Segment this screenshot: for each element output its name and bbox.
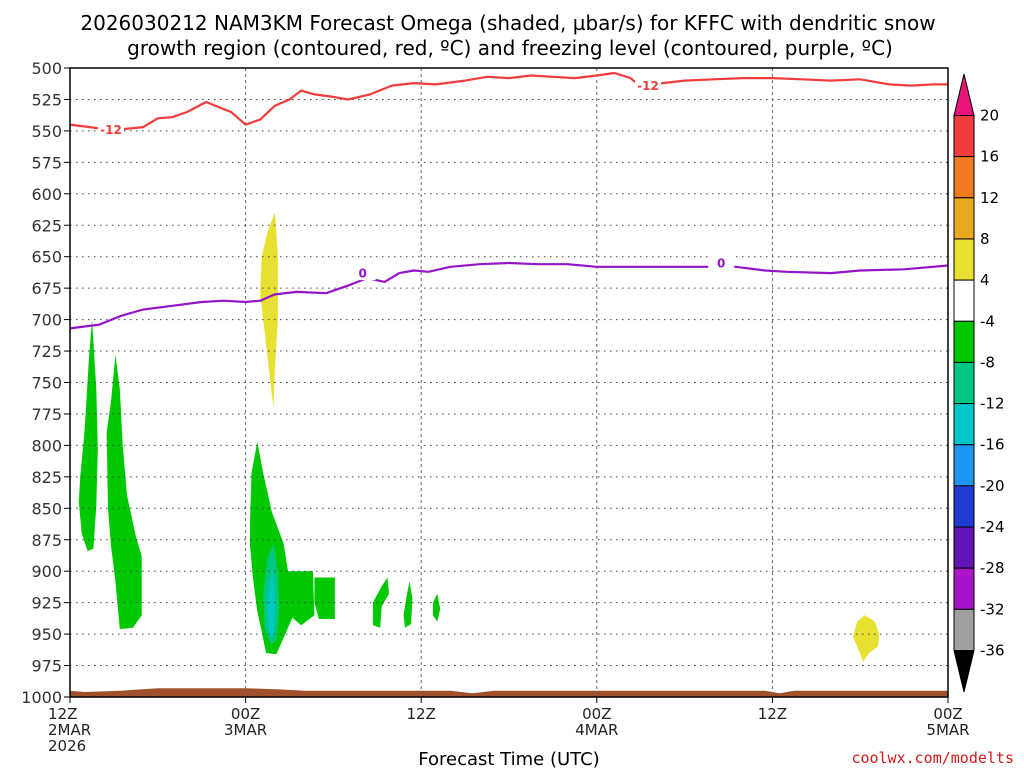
- ytick-label-625: 625: [31, 216, 62, 235]
- ytick-label-975: 975: [31, 657, 62, 676]
- colorbar-segment-9: [953, 444, 975, 487]
- ytick-label-925: 925: [31, 594, 62, 613]
- ytick-label-700: 700: [31, 311, 62, 330]
- omega-region-6: [432, 593, 441, 622]
- colorbar-label-13: -36: [980, 642, 1005, 660]
- ytick-label-675: 675: [31, 279, 62, 298]
- contour-label-bg-1-0: [349, 266, 376, 281]
- y-axis: 500 525 550 575 600 625 650 675 700 725 750 775 800 8…: [21, 59, 70, 707]
- credit-text: coolwx.com/modelts: [851, 749, 1014, 767]
- colorbar-segment-3: [953, 197, 975, 240]
- colorbar-label-12: -32: [980, 600, 1005, 618]
- colorbar-segment-10: [953, 485, 975, 528]
- colorbar-segment-1: [953, 115, 975, 158]
- ytick-label-600: 600: [31, 185, 62, 204]
- contour-label-1-0: 0: [358, 267, 366, 281]
- contour-layer: -12 -12 0 0: [69, 71, 949, 330]
- colorbar-segment-5: [953, 279, 975, 322]
- contour-label-0-0: -12: [100, 123, 122, 137]
- colorbar-segment-2: [953, 156, 975, 199]
- xtick-label-0-0: 12Z: [48, 705, 77, 723]
- chart-title-line2: growth region (contoured, red, ºC) and f…: [127, 36, 893, 60]
- ytick-label-1000: 1000: [21, 688, 62, 707]
- omega-region-4: [372, 577, 389, 628]
- xtick-label-48-0: 12Z: [758, 705, 787, 723]
- colorbar-label-3: 8: [980, 230, 990, 248]
- colorbar-label-0: 20: [980, 107, 999, 125]
- omega-region-9: [260, 212, 278, 408]
- xtick-label-12-0: 00Z: [231, 705, 260, 723]
- xtick-label-60-1: 5MAR: [926, 721, 969, 739]
- omega-region-5: [403, 581, 413, 628]
- ytick-label-950: 950: [31, 625, 62, 644]
- terrain-layer: [70, 688, 948, 697]
- chart-title-line1: 2026030212 NAM3KM Forecast Omega (shaded…: [80, 11, 935, 35]
- colorbar-segment-12: [953, 567, 975, 610]
- contour-line-0: [69, 71, 948, 131]
- colorbar-segment-13: [953, 608, 975, 651]
- ytick-label-850: 850: [31, 499, 62, 518]
- ytick-label-575: 575: [31, 153, 62, 172]
- contour-line-1: [69, 261, 949, 330]
- contour-label-0-1: -12: [637, 79, 659, 93]
- contour-label-bg-1-1: [708, 255, 735, 270]
- ytick-label-875: 875: [31, 531, 62, 550]
- grid-layer: [70, 68, 948, 697]
- xtick-label-36-0: 00Z: [582, 705, 611, 723]
- colorbar: 20 16 12 8 4 -4 -8 -12 -16 -20 -24 -28 -32 -36: [953, 73, 1005, 693]
- colorbar-label-4: 4: [980, 271, 990, 289]
- ytick-label-500: 500: [31, 59, 62, 78]
- colorbar-label-6: -8: [980, 353, 995, 371]
- ytick-label-775: 775: [31, 405, 62, 424]
- omega-region-1: [106, 354, 142, 630]
- xtick-label-0-2: 2026: [48, 737, 86, 755]
- colorbar-label-9: -20: [980, 477, 1005, 495]
- ytick-label-725: 725: [31, 342, 62, 361]
- contour-label-1-1: 0: [717, 256, 725, 270]
- colorbar-segment-4: [953, 238, 975, 281]
- omega-region-8: [267, 573, 275, 637]
- colorbar-label-10: -24: [980, 518, 1005, 536]
- omega-shading-layer: [78, 212, 880, 662]
- colorbar-segment-8: [953, 403, 975, 446]
- colorbar-label-7: -12: [980, 395, 1005, 413]
- colorbar-segment-11: [953, 526, 975, 569]
- colorbar-segment-6: [953, 320, 975, 363]
- omega-region-10: [852, 615, 880, 662]
- ytick-label-650: 650: [31, 248, 62, 267]
- colorbar-label-11: -28: [980, 559, 1005, 577]
- ytick-label-525: 525: [31, 90, 62, 109]
- colorbar-segment-7: [953, 361, 975, 405]
- ytick-label-750: 750: [31, 374, 62, 393]
- terrain-fill: [70, 688, 948, 697]
- xtick-label-12-1: 3MAR: [224, 721, 267, 739]
- ytick-label-900: 900: [31, 562, 62, 581]
- colorbar-label-5: -4: [980, 312, 995, 330]
- colorbar-label-8: -16: [980, 436, 1005, 454]
- xtick-label-60-0: 00Z: [933, 705, 962, 723]
- ytick-label-550: 550: [31, 122, 62, 141]
- colorbar-label-1: 16: [980, 148, 999, 166]
- x-axis-label: Forecast Time (UTC): [418, 749, 599, 768]
- omega-region-0: [78, 319, 98, 552]
- omega-region-3: [314, 577, 335, 619]
- xtick-label-36-1: 4MAR: [575, 721, 618, 739]
- ytick-label-825: 825: [31, 468, 62, 487]
- colorbar-top-triangle: [953, 73, 975, 116]
- ytick-label-800: 800: [31, 436, 62, 455]
- xtick-label-24-0: 12Z: [407, 705, 436, 723]
- colorbar-bottom-triangle: [953, 650, 975, 693]
- colorbar-label-2: 12: [980, 189, 999, 207]
- contour-label-bg-0-1: [635, 78, 662, 93]
- contour-label-bg-0-0: [97, 122, 124, 137]
- xtick-label-0-1: 2MAR: [48, 721, 91, 739]
